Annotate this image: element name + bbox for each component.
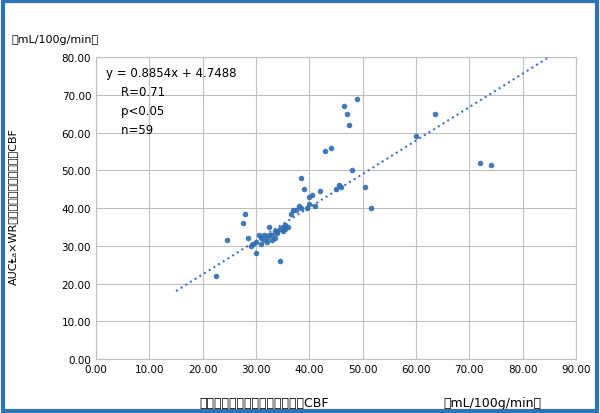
Text: （mL/100g/min）: （mL/100g/min） xyxy=(12,35,99,45)
Point xyxy=(248,241,258,248)
Point xyxy=(337,185,346,191)
Point xyxy=(307,192,317,199)
Point xyxy=(270,228,280,235)
Point xyxy=(299,186,309,193)
Point xyxy=(265,224,274,231)
Point xyxy=(278,228,287,235)
Point xyxy=(331,186,341,193)
Point xyxy=(238,221,247,227)
Point xyxy=(315,188,325,195)
Point xyxy=(305,194,314,201)
Point xyxy=(326,145,335,152)
Point xyxy=(305,202,314,208)
Point xyxy=(211,273,221,280)
Point xyxy=(353,96,362,102)
Point xyxy=(361,185,370,191)
Point xyxy=(275,226,285,233)
Point xyxy=(257,241,266,248)
Point xyxy=(475,160,485,166)
Point xyxy=(294,203,304,210)
Point xyxy=(267,237,277,244)
Point xyxy=(262,239,271,246)
Point xyxy=(262,235,271,242)
Text: （mL/100g/min）: （mL/100g/min） xyxy=(443,396,541,409)
Point xyxy=(278,224,287,231)
Point xyxy=(289,207,298,214)
Point xyxy=(310,203,319,210)
Point xyxy=(334,183,343,189)
Point xyxy=(275,258,285,265)
Point xyxy=(344,122,354,129)
Point xyxy=(302,205,311,212)
Point xyxy=(272,230,282,236)
Point xyxy=(366,205,376,212)
Point xyxy=(259,237,269,244)
Point xyxy=(411,134,421,140)
Point xyxy=(241,211,250,218)
Point xyxy=(291,207,301,214)
Point xyxy=(251,239,261,246)
Point xyxy=(296,205,306,212)
Point xyxy=(222,237,232,244)
Point xyxy=(486,162,496,169)
Point xyxy=(281,226,290,233)
Point xyxy=(259,232,269,238)
Point xyxy=(270,235,280,242)
Point xyxy=(267,232,277,238)
Text: y = 0.8854x + 4.7488
    R=0.71
    p<0.05
    n=59: y = 0.8854x + 4.7488 R=0.71 p<0.05 n=59 xyxy=(106,67,236,137)
Point xyxy=(265,232,274,238)
Point xyxy=(320,149,330,155)
Point xyxy=(281,222,290,229)
Point xyxy=(257,235,266,242)
Point xyxy=(283,224,293,231)
Text: オクタノール実測値から求めたCBF: オクタノール実測値から求めたCBF xyxy=(199,396,329,409)
Point xyxy=(272,228,282,235)
Point xyxy=(339,104,349,110)
Text: AUCⱠₐ×WRから推定した値を用いたCBF: AUCⱠₐ×WRから推定した値を用いたCBF xyxy=(8,128,18,285)
Point xyxy=(286,211,295,218)
Point xyxy=(430,111,439,118)
Point xyxy=(243,235,253,242)
Point xyxy=(342,111,352,118)
Point xyxy=(254,232,263,238)
Point xyxy=(251,250,261,257)
Point xyxy=(246,243,256,249)
Point xyxy=(347,168,357,174)
Point xyxy=(296,175,306,182)
